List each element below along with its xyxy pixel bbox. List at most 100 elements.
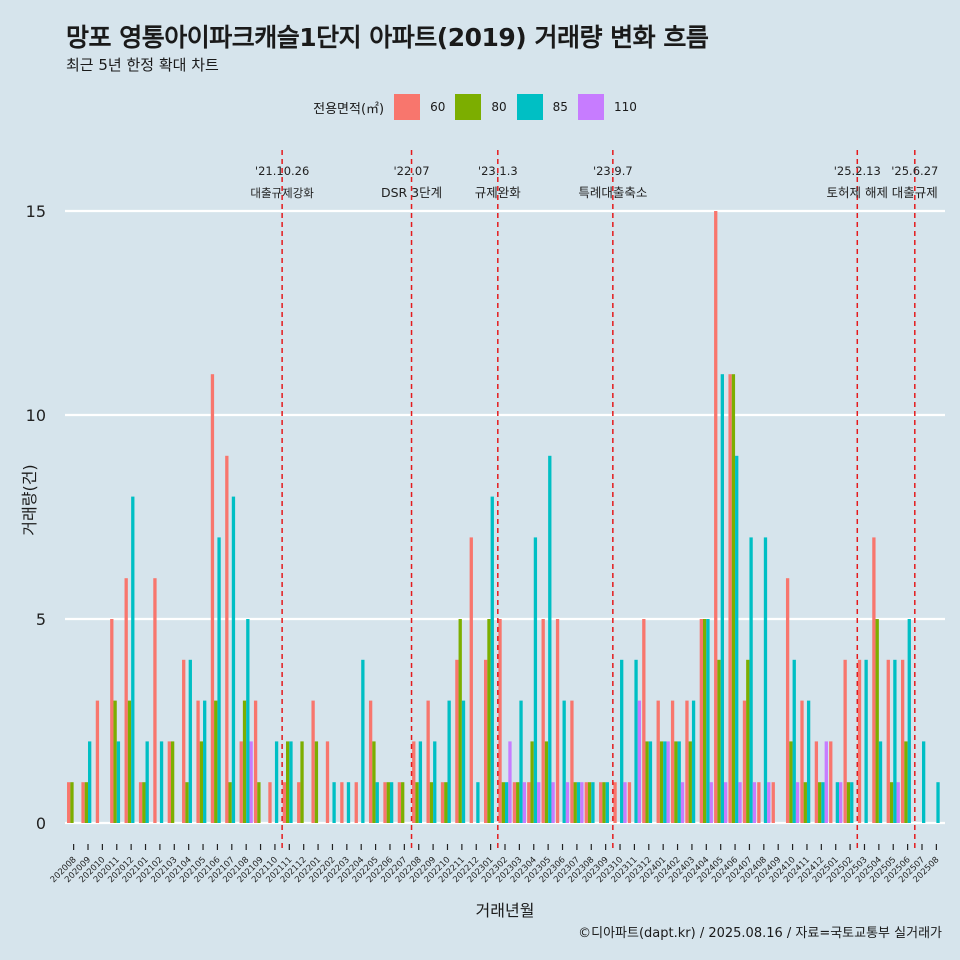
legend-label-110: 110 xyxy=(613,100,637,114)
bar-60-202309 xyxy=(599,782,603,823)
event-label: 대출규제강화 xyxy=(250,186,314,200)
bar-60-202103 xyxy=(167,741,171,823)
bar-60-202105 xyxy=(196,700,200,823)
bar-60-202307 xyxy=(570,700,574,823)
bar-60-202108 xyxy=(239,741,243,823)
bar-110-202108 xyxy=(249,741,253,823)
bar-60-202011 xyxy=(110,619,114,823)
bar-85-202310 xyxy=(620,659,624,823)
bar-110-202406 xyxy=(738,782,742,823)
bar-80-202305 xyxy=(544,741,549,823)
bar-85-202101 xyxy=(145,741,149,823)
bar-60-202505 xyxy=(886,659,890,823)
bar-110-202410 xyxy=(795,782,800,823)
bar-85-202305 xyxy=(548,455,552,823)
bar-85-202206 xyxy=(389,782,394,823)
bar-80-202101 xyxy=(142,782,146,823)
bar-80-202208 xyxy=(415,782,419,823)
bar-80-202205 xyxy=(372,741,376,823)
bar-60-202503 xyxy=(857,659,862,823)
bar-85-202403 xyxy=(691,700,696,823)
bar-60-202205 xyxy=(368,700,373,823)
bar-60-202010 xyxy=(95,700,100,823)
bar-85-202504 xyxy=(878,741,883,823)
bar-110-202401 xyxy=(666,741,670,823)
bar-60-202112 xyxy=(297,782,301,823)
bar-60-202506 xyxy=(901,659,905,823)
event-date: '23.9.7 xyxy=(593,164,633,178)
bar-80-202308 xyxy=(587,782,592,823)
bar-85-202406 xyxy=(735,455,739,823)
bar-80-202104 xyxy=(185,782,189,823)
bar-60-202501 xyxy=(829,741,833,823)
legend-item-85: 85 xyxy=(516,94,568,120)
bar-80-202301 xyxy=(487,619,491,823)
bar-110-202405 xyxy=(723,782,728,823)
bar-80-202403 xyxy=(688,741,692,823)
bar-110-202311 xyxy=(637,700,642,823)
bar-110-202412 xyxy=(824,741,828,823)
bar-110-202408 xyxy=(767,782,771,823)
bar-85-202501 xyxy=(835,782,840,823)
bar-80-202008 xyxy=(70,782,74,823)
event-label: 대출규제 xyxy=(892,185,938,200)
bar-60-202212 xyxy=(469,537,473,823)
event-date: '21.10.26 xyxy=(255,164,309,178)
bar-60-202411 xyxy=(800,700,804,823)
bar-60-202102 xyxy=(153,578,157,823)
legend-item-80: 80 xyxy=(455,94,507,120)
bar-110-202501 xyxy=(839,782,843,823)
bar-110-202304 xyxy=(537,782,541,823)
event-label: 규제완화 xyxy=(475,185,522,200)
bar-85-202407 xyxy=(749,537,753,823)
bar-80-202412 xyxy=(818,782,822,823)
bar-80-202011 xyxy=(113,700,117,823)
bar-80-202407 xyxy=(746,659,750,823)
bar-60-202402 xyxy=(670,700,675,823)
bar-85-202503 xyxy=(864,659,868,823)
legend-swatch-80 xyxy=(455,94,482,120)
x-axis-title: 거래년월 xyxy=(475,901,535,920)
bar-60-202406 xyxy=(728,374,732,823)
bar-80-202211 xyxy=(458,619,462,823)
bar-60-202107 xyxy=(225,455,229,823)
bar-60-202306 xyxy=(555,619,560,823)
bar-85-202312 xyxy=(648,741,653,823)
bar-85-202102 xyxy=(159,741,164,823)
bar-85-202410 xyxy=(792,659,796,823)
bar-80-202201 xyxy=(314,741,319,823)
bar-80-202210 xyxy=(444,782,448,823)
bar-85-202401 xyxy=(663,741,667,823)
bar-80-202106 xyxy=(214,700,218,823)
bar-85-202508 xyxy=(936,782,940,823)
bar-60-202206 xyxy=(383,782,387,823)
bar-80-202009 xyxy=(84,782,89,823)
bar-60-202106 xyxy=(210,374,215,823)
bar-85-202302 xyxy=(505,782,509,823)
bar-60-202009 xyxy=(81,782,85,823)
bar-80-202411 xyxy=(803,782,807,823)
bar-85-202408 xyxy=(763,537,768,823)
bar-60-202104 xyxy=(182,659,186,823)
bar-85-202108 xyxy=(246,619,250,823)
y-tick-label: 15 xyxy=(26,202,46,221)
bar-85-202204 xyxy=(361,659,365,823)
bar-85-202011 xyxy=(116,741,121,823)
bar-80-202312 xyxy=(645,741,649,823)
legend-label-80: 80 xyxy=(491,100,507,114)
bar-110-202302 xyxy=(508,741,512,823)
bar-85-202012 xyxy=(131,496,135,823)
bar-80-202309 xyxy=(602,782,606,823)
bar-85-202507 xyxy=(921,741,926,823)
bar-60-202110 xyxy=(268,782,272,823)
bar-60-202304 xyxy=(527,782,531,823)
legend-swatch-85 xyxy=(516,94,543,120)
bar-60-202403 xyxy=(685,700,689,823)
bar-60-202311 xyxy=(627,782,632,823)
bar-80-202207 xyxy=(401,782,405,823)
legend-item-60: 60 xyxy=(394,94,445,120)
bar-60-202312 xyxy=(642,619,646,823)
legend: 전용면적(㎡) 60 80 85 110 xyxy=(0,92,960,122)
bar-60-202301 xyxy=(484,659,488,823)
event-label: DSR 3단계 xyxy=(381,185,442,200)
